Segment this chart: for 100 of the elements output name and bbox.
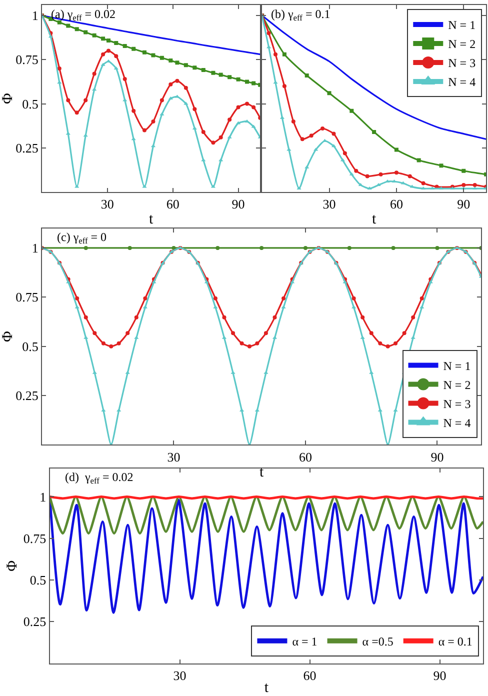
point <box>416 158 421 162</box>
point <box>394 341 398 346</box>
legend-label: N = 1 <box>443 358 471 373</box>
point <box>282 296 286 300</box>
legend-label: N = 3 <box>443 396 471 411</box>
point <box>109 344 114 348</box>
point <box>402 331 406 336</box>
point <box>92 88 97 91</box>
point <box>201 130 206 134</box>
point <box>252 105 256 110</box>
point <box>66 98 70 102</box>
point <box>228 75 232 80</box>
y-tick-label: 0.75 <box>16 290 38 305</box>
x-axis-title: t <box>372 212 377 228</box>
point <box>386 344 390 348</box>
point <box>134 315 138 320</box>
point <box>349 172 354 176</box>
point <box>218 135 223 140</box>
line-series <box>42 246 482 445</box>
point <box>391 246 396 250</box>
point <box>360 315 365 320</box>
point <box>151 119 156 124</box>
point <box>57 66 62 70</box>
legend-label: α = 1 <box>292 634 318 649</box>
point <box>218 158 224 162</box>
point <box>252 81 256 86</box>
point <box>175 60 180 65</box>
point <box>291 119 296 124</box>
legend-label: N = 1 <box>448 18 476 32</box>
point <box>114 66 118 70</box>
point <box>160 98 164 102</box>
point <box>168 96 173 100</box>
point <box>350 108 354 113</box>
point <box>92 370 97 374</box>
point <box>142 305 148 308</box>
point <box>420 305 424 308</box>
point <box>472 183 477 188</box>
point <box>420 296 424 300</box>
point <box>327 91 332 96</box>
point <box>128 246 132 250</box>
point <box>367 186 372 190</box>
point <box>372 130 376 134</box>
point <box>168 58 173 63</box>
line-series <box>50 496 484 535</box>
chart-title: (d) γ$_{eff}$ = 0.02 <box>65 470 134 486</box>
point <box>247 344 252 348</box>
point <box>100 62 106 66</box>
y-tick-label: 0.5 <box>22 96 38 112</box>
y-tick-label: 1 <box>32 8 38 24</box>
point <box>201 158 206 162</box>
point <box>151 53 156 58</box>
chart-title: (a) γ$_{eff}$ = 0.02 <box>51 7 116 23</box>
point <box>236 77 240 82</box>
point <box>228 118 232 122</box>
x-axis-title: t <box>259 464 264 480</box>
point <box>227 135 232 138</box>
point <box>230 370 236 374</box>
point <box>360 336 365 339</box>
y-tick-label: 0.25 <box>16 388 38 404</box>
point <box>300 137 304 142</box>
x-tick-label: 90 <box>430 449 444 464</box>
point <box>201 68 206 72</box>
point <box>106 48 110 53</box>
point <box>408 174 412 178</box>
point <box>218 72 223 77</box>
x-tick-label: 90 <box>457 196 470 212</box>
point <box>245 102 250 106</box>
point <box>264 370 268 374</box>
point <box>394 148 398 152</box>
point <box>114 41 118 46</box>
point <box>236 105 240 110</box>
x-tick-label: 30 <box>167 449 180 464</box>
point <box>92 72 96 76</box>
point <box>143 296 148 300</box>
point <box>122 44 127 48</box>
point <box>66 24 70 28</box>
point <box>101 52 106 56</box>
point <box>192 126 197 130</box>
point <box>66 132 70 135</box>
legend-label: N = 2 <box>448 37 476 52</box>
point <box>106 38 110 43</box>
legend-label: α =0.5 <box>362 634 394 649</box>
point <box>304 74 309 78</box>
point <box>211 70 216 75</box>
y-tick-label: 1 <box>40 489 46 504</box>
x-axis-title: t <box>264 680 270 696</box>
y-tick-label: 0.75 <box>16 52 38 68</box>
point <box>411 315 416 320</box>
point <box>365 174 370 178</box>
point <box>394 170 398 175</box>
point <box>172 246 176 250</box>
point <box>84 336 88 339</box>
point <box>142 184 147 188</box>
y-axis-title: Φ <box>0 92 16 104</box>
point <box>184 86 188 90</box>
point <box>378 172 383 176</box>
x-tick-label: 90 <box>232 196 245 212</box>
point <box>192 66 197 70</box>
x-tick-label: 60 <box>390 196 403 212</box>
x-tick-label: 30 <box>100 196 114 212</box>
